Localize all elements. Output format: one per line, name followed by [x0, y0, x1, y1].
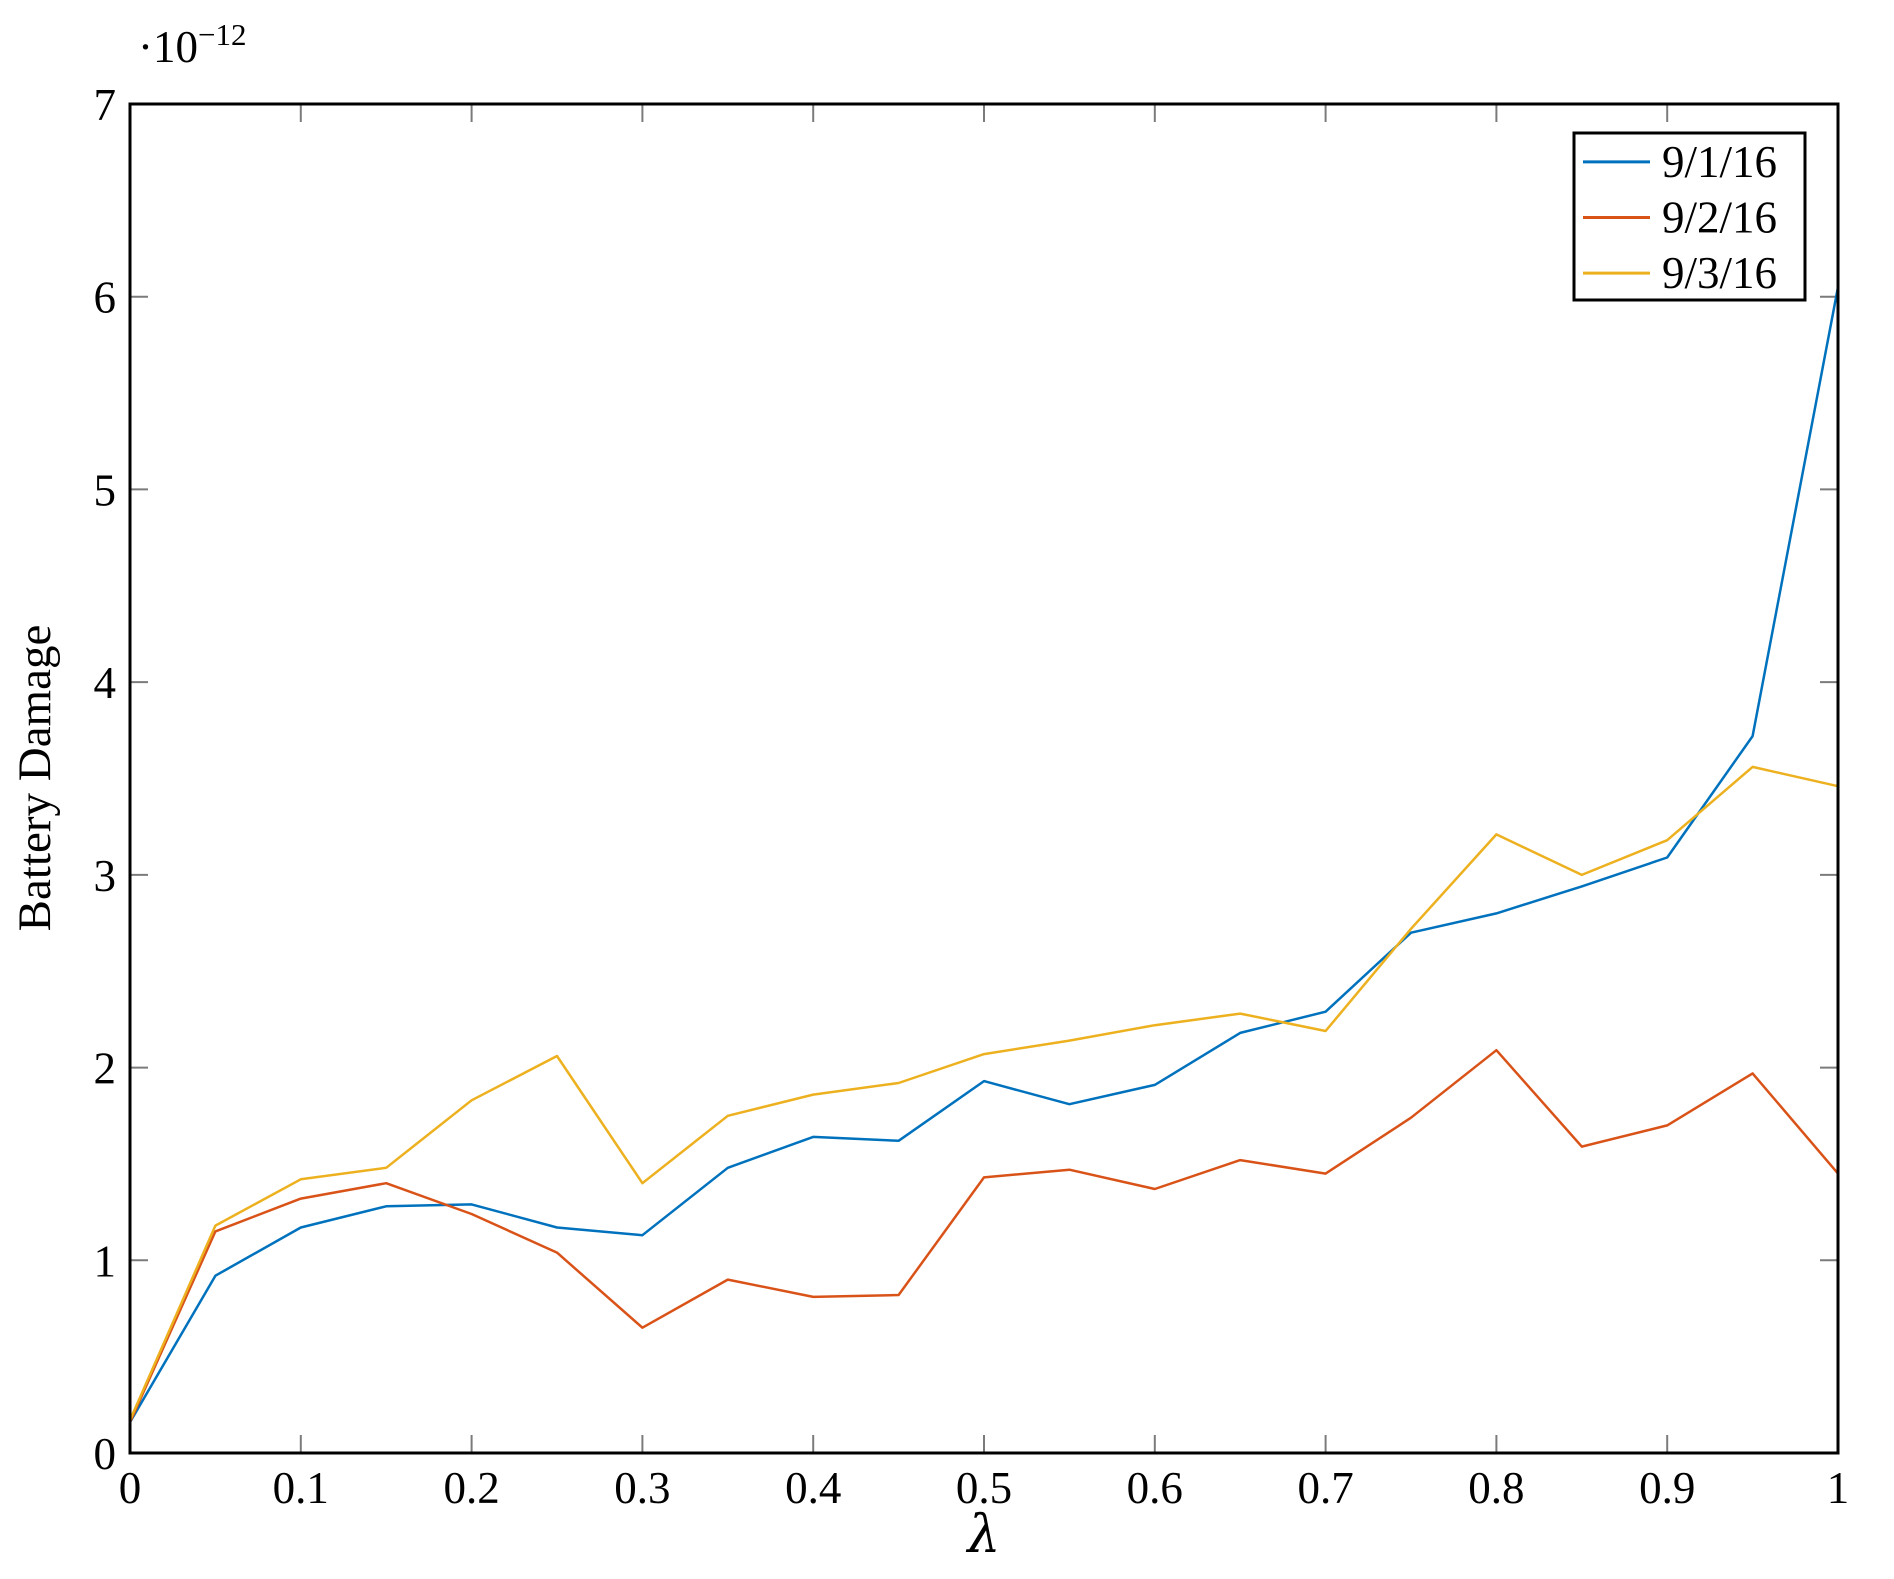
series-line-9/2/16	[128, 1048, 1839, 1423]
y-axis-multiplier-exponent: −12	[198, 17, 246, 52]
x-tick-label: 0.3	[614, 1463, 670, 1513]
legend-label: 9/3/16	[1662, 248, 1777, 298]
x-tick-label: 1	[1827, 1463, 1850, 1513]
legend-label: 9/1/16	[1662, 137, 1777, 187]
x-tick-label: 0.8	[1468, 1463, 1524, 1513]
y-tick-label: 6	[94, 273, 117, 323]
x-tick-label: 0.1	[273, 1463, 329, 1513]
legend: 9/1/16 9/2/169/3/16	[1572, 131, 1807, 302]
y-tick-label: 7	[94, 80, 117, 130]
series-line-9/1/16	[128, 286, 1840, 1423]
y-tick-label: 0	[94, 1429, 117, 1479]
x-tick-label: 0.7	[1297, 1463, 1353, 1513]
tick-marks-layer: 0 0.1 0.2 0.3 0.4 0.5 0.6 0.7 0.8 0.9 1 0 1 2 3 4 5 6 7	[94, 80, 1850, 1513]
x-axis-label: λ	[966, 1505, 1001, 1565]
y-tick-label: 2	[94, 1044, 117, 1094]
y-tick-label: 5	[94, 465, 117, 515]
legend-label: 9/2/16	[1662, 193, 1777, 243]
y-axis-label: Battery Damage	[9, 625, 61, 932]
y-tick-label: 1	[94, 1236, 117, 1286]
series-lines-layer	[128, 286, 1840, 1423]
y-tick-label: 4	[94, 658, 117, 708]
series-line-9/3/16	[128, 765, 1839, 1421]
y-axis-multiplier-base: ·10	[138, 22, 198, 72]
x-tick-label: 0.6	[1127, 1463, 1183, 1513]
plot-border-box	[128, 102, 1840, 1455]
x-tick-label: 0.4	[785, 1463, 841, 1513]
x-tick-label: 0.2	[443, 1463, 499, 1513]
x-tick-label: 0.9	[1639, 1463, 1695, 1513]
x-tick-label: 0	[119, 1463, 142, 1513]
x-tick-label: 0.5	[956, 1463, 1012, 1513]
y-tick-label: 3	[94, 851, 117, 901]
y-axis-multiplier: ·10−12	[138, 17, 246, 72]
